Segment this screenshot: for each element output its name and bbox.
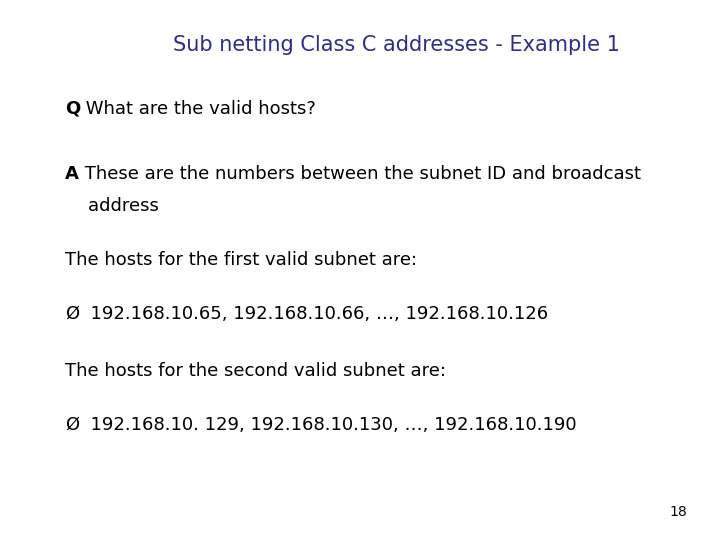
Text: 192.168.10.65, 192.168.10.66, …, 192.168.10.126: 192.168.10.65, 192.168.10.66, …, 192.168… — [79, 305, 548, 323]
Text: Q: Q — [65, 100, 80, 118]
Text: 18: 18 — [670, 505, 688, 519]
Text: Ø: Ø — [65, 305, 79, 323]
Text: A: A — [65, 165, 78, 183]
Text: What are the valid hosts?: What are the valid hosts? — [80, 100, 316, 118]
Text: These are the numbers between the subnet ID and broadcast: These are the numbers between the subnet… — [78, 165, 641, 183]
Text: 192.168.10. 129, 192.168.10.130, …, 192.168.10.190: 192.168.10. 129, 192.168.10.130, …, 192.… — [79, 416, 577, 434]
Text: Sub netting Class C addresses - Example 1: Sub netting Class C addresses - Example … — [173, 35, 619, 55]
Text: The hosts for the first valid subnet are:: The hosts for the first valid subnet are… — [65, 251, 417, 269]
Text: address: address — [65, 197, 158, 215]
Text: Ø: Ø — [65, 416, 79, 434]
Text: The hosts for the second valid subnet are:: The hosts for the second valid subnet ar… — [65, 362, 446, 380]
